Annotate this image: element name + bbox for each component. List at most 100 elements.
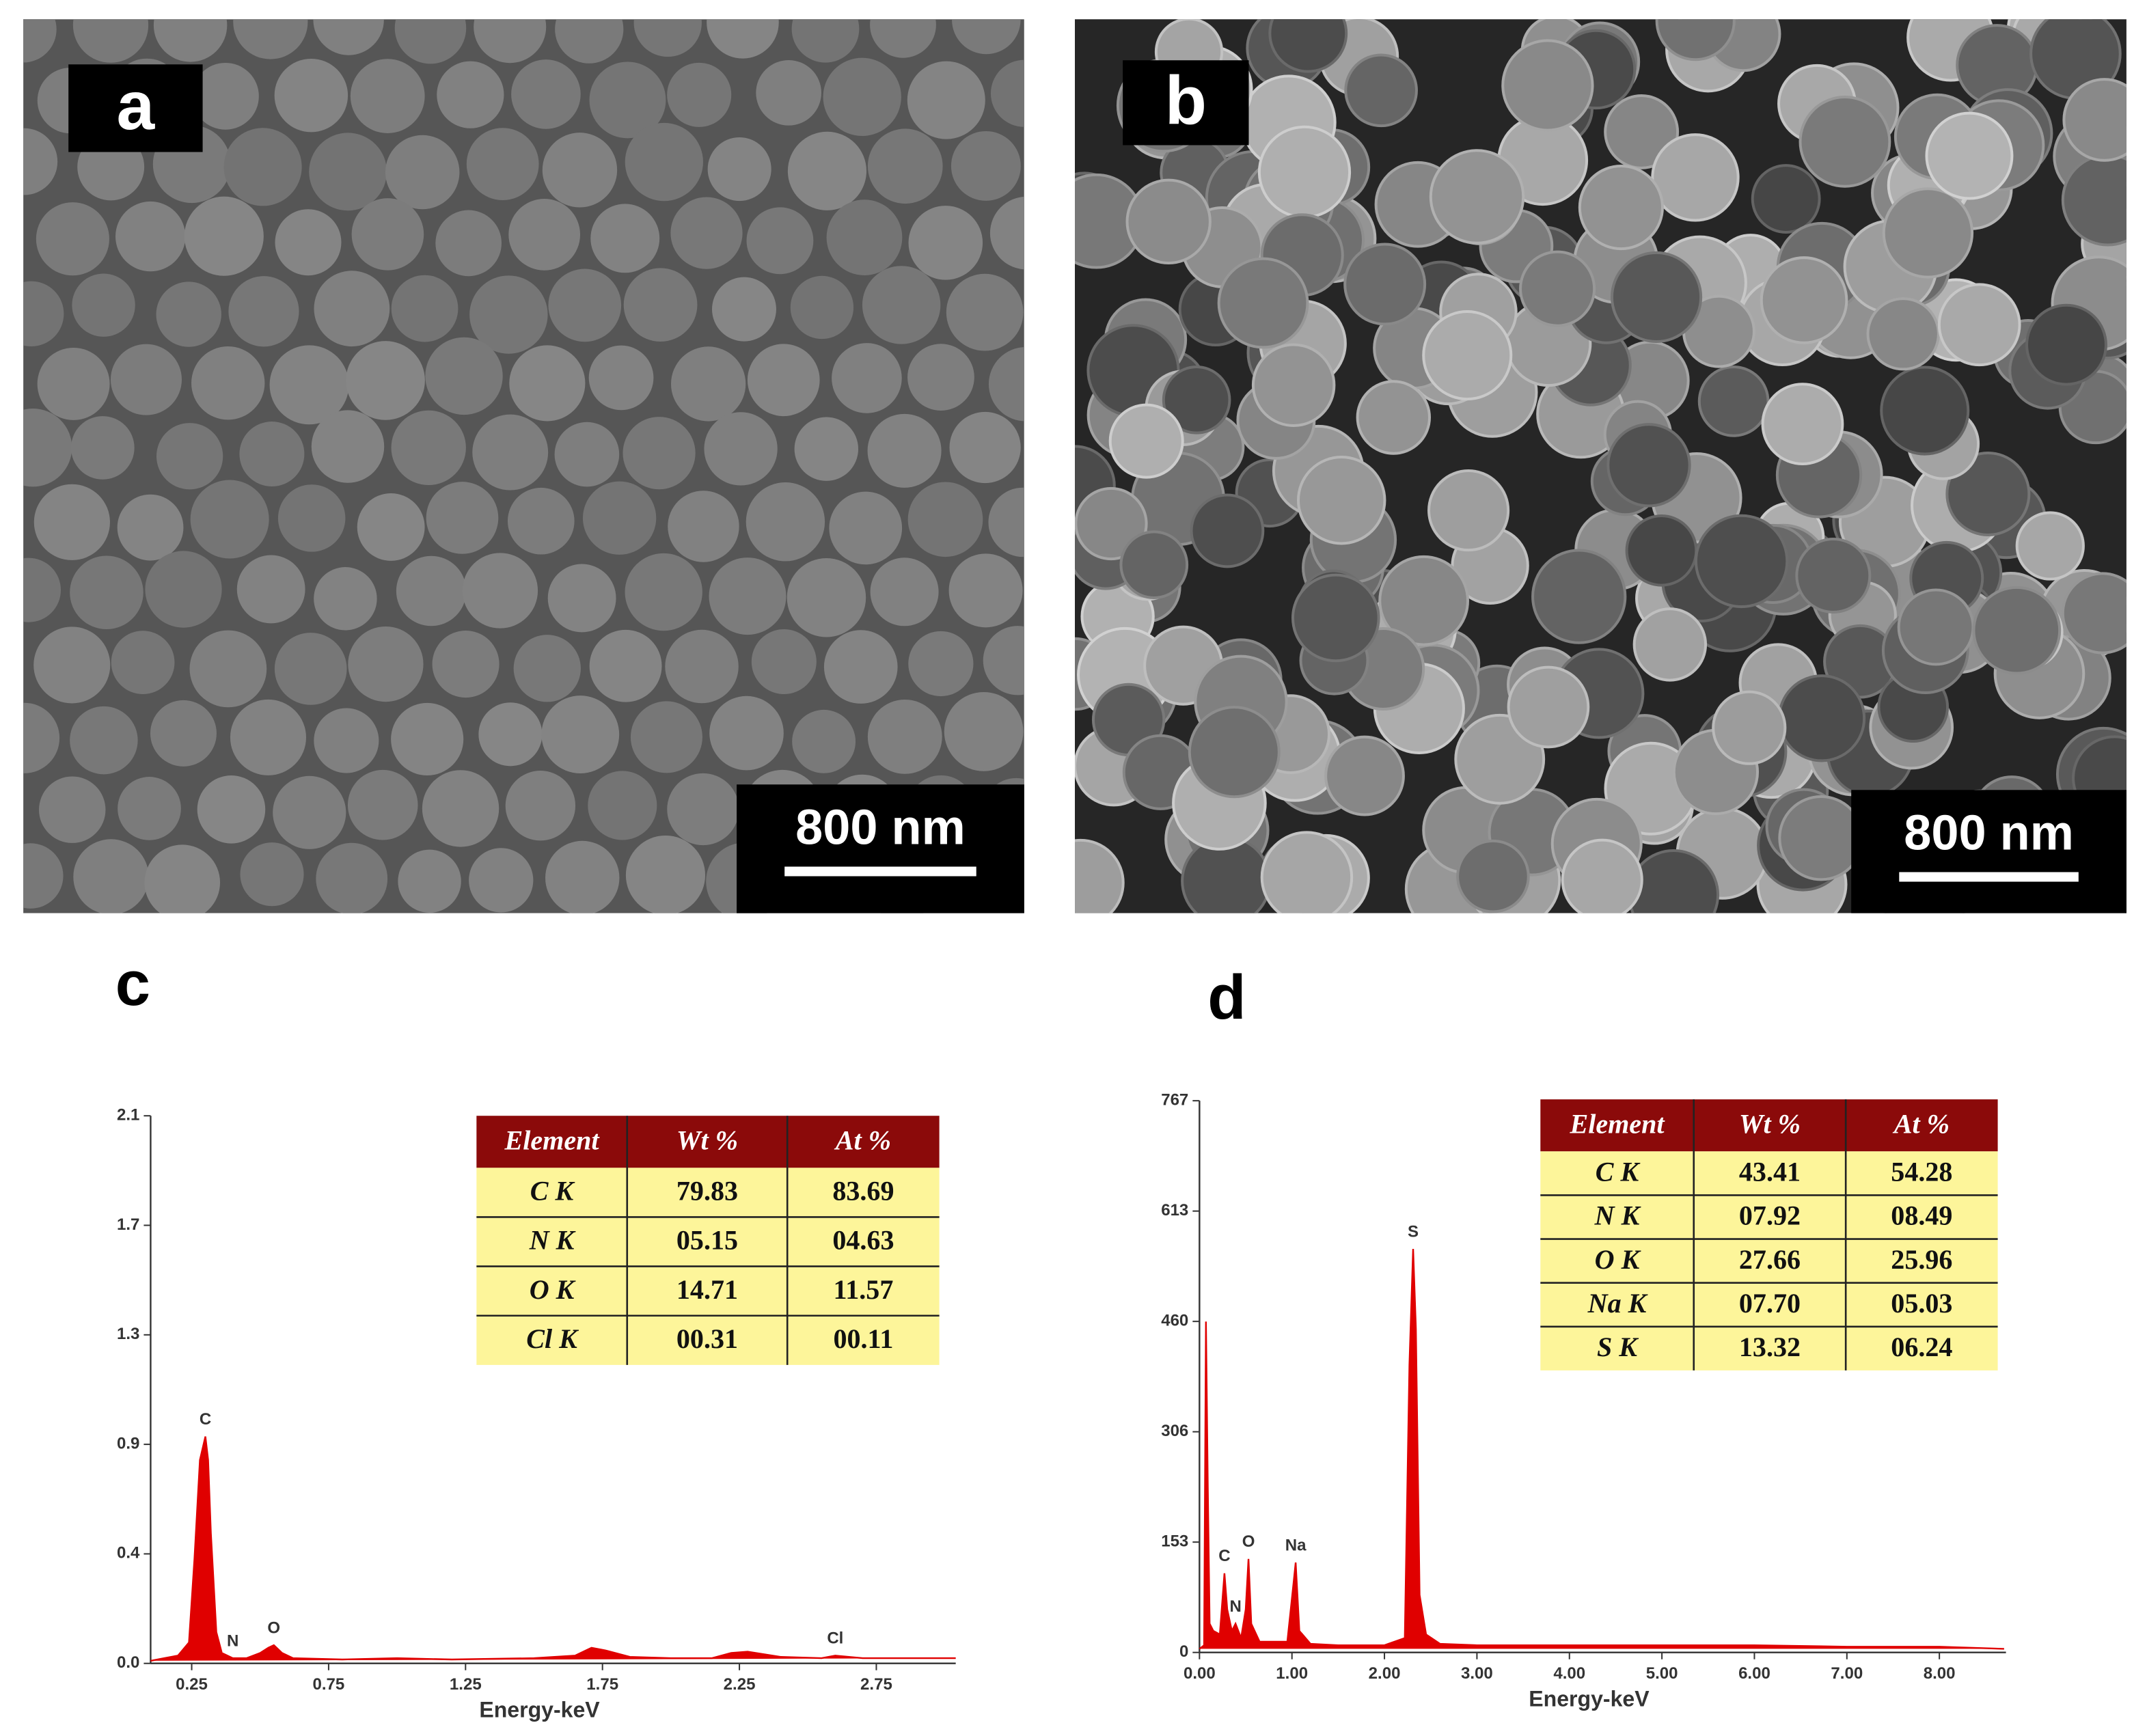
panel-label: c	[115, 948, 150, 1019]
table-cell: 07.70	[1739, 1288, 1801, 1319]
table-header: Element	[504, 1125, 601, 1155]
y-tick-label: 613	[1161, 1201, 1188, 1220]
particle	[190, 480, 269, 559]
particle	[23, 557, 61, 622]
table-cell: 05.03	[1891, 1288, 1952, 1319]
particle	[630, 701, 702, 773]
particle	[949, 411, 1021, 484]
particle	[951, 130, 1021, 201]
particle	[72, 273, 135, 337]
table-cell: 07.92	[1739, 1200, 1801, 1231]
particle	[1378, 555, 1470, 646]
particle	[590, 204, 660, 273]
particle	[704, 412, 778, 486]
particle	[311, 410, 385, 483]
table-body-bg	[1540, 1151, 1998, 1370]
particle	[791, 19, 860, 63]
scale-bar-label: 800 nm	[795, 800, 966, 855]
particle	[867, 413, 942, 488]
peak-label: O	[267, 1618, 280, 1637]
particle	[391, 275, 459, 342]
x-axis-title: Energy-keV	[1529, 1686, 1650, 1711]
y-tick-label: 1.7	[117, 1215, 139, 1234]
table-header-bg	[476, 1116, 940, 1168]
table-cell: 08.49	[1891, 1200, 1952, 1231]
particle	[347, 769, 418, 840]
particle	[70, 416, 135, 480]
particle	[826, 199, 903, 275]
peak-label: Na	[1285, 1536, 1307, 1554]
particle	[1972, 585, 2062, 675]
x-tick-label: 0.00	[1184, 1664, 1216, 1683]
particle	[1190, 493, 1265, 568]
particle	[709, 557, 787, 635]
particle	[350, 59, 425, 133]
particle	[33, 484, 110, 560]
particle	[223, 128, 302, 206]
particle	[2025, 303, 2107, 386]
particle	[1531, 549, 1627, 644]
particle	[309, 133, 387, 211]
particle	[832, 343, 902, 413]
x-tick-label: 1.00	[1276, 1664, 1308, 1683]
particle	[670, 346, 746, 422]
x-tick-label: 4.00	[1553, 1664, 1585, 1683]
particle	[23, 128, 58, 195]
particle	[1217, 257, 1309, 349]
particle	[751, 629, 817, 695]
particle	[70, 706, 138, 775]
particle	[623, 417, 696, 490]
particle	[790, 275, 854, 340]
particle	[1697, 366, 1770, 437]
particle	[233, 19, 308, 59]
peak-label: C	[200, 1410, 211, 1429]
particle	[588, 345, 654, 411]
particle	[39, 776, 106, 843]
particle	[547, 564, 616, 633]
particle	[115, 201, 186, 272]
particle	[313, 19, 384, 55]
table-cell: O K	[530, 1274, 576, 1305]
particle	[548, 268, 622, 342]
peak-label: N	[1229, 1597, 1241, 1616]
particle	[508, 199, 581, 271]
particle	[189, 630, 267, 708]
particle	[623, 268, 698, 342]
particle	[509, 345, 586, 422]
particle	[946, 273, 1024, 351]
particle	[870, 19, 936, 58]
particle	[505, 771, 576, 841]
panel-label: b	[1165, 62, 1207, 139]
scale-bar-box	[737, 784, 1024, 913]
particle	[1777, 674, 1866, 762]
particle	[462, 553, 538, 629]
table-header: At %	[1892, 1108, 1950, 1139]
table-cell: 11.57	[833, 1274, 893, 1305]
spectrum	[150, 1436, 956, 1662]
particle	[948, 553, 1023, 628]
table-cell: 83.69	[832, 1176, 894, 1207]
particle	[989, 196, 1024, 270]
table-header: Element	[1570, 1108, 1666, 1139]
particle	[952, 19, 1021, 55]
y-tick-label: 2.1	[117, 1106, 139, 1125]
table-cell: 13.32	[1739, 1332, 1801, 1362]
table-cell: C K	[530, 1176, 575, 1207]
y-tick-label: 0.9	[117, 1434, 139, 1452]
particle	[1501, 39, 1594, 132]
particle	[670, 197, 743, 269]
particle	[23, 843, 64, 909]
particle	[357, 493, 425, 561]
particle	[1188, 706, 1281, 799]
particle	[823, 630, 898, 704]
particle	[787, 557, 866, 637]
particle	[511, 59, 581, 129]
peak-label: S	[1408, 1222, 1419, 1241]
table-cell: 05.15	[676, 1225, 738, 1256]
particle	[1456, 839, 1530, 913]
particle	[507, 487, 575, 555]
y-tick-label: 1.3	[117, 1325, 139, 1343]
particle	[110, 344, 182, 415]
